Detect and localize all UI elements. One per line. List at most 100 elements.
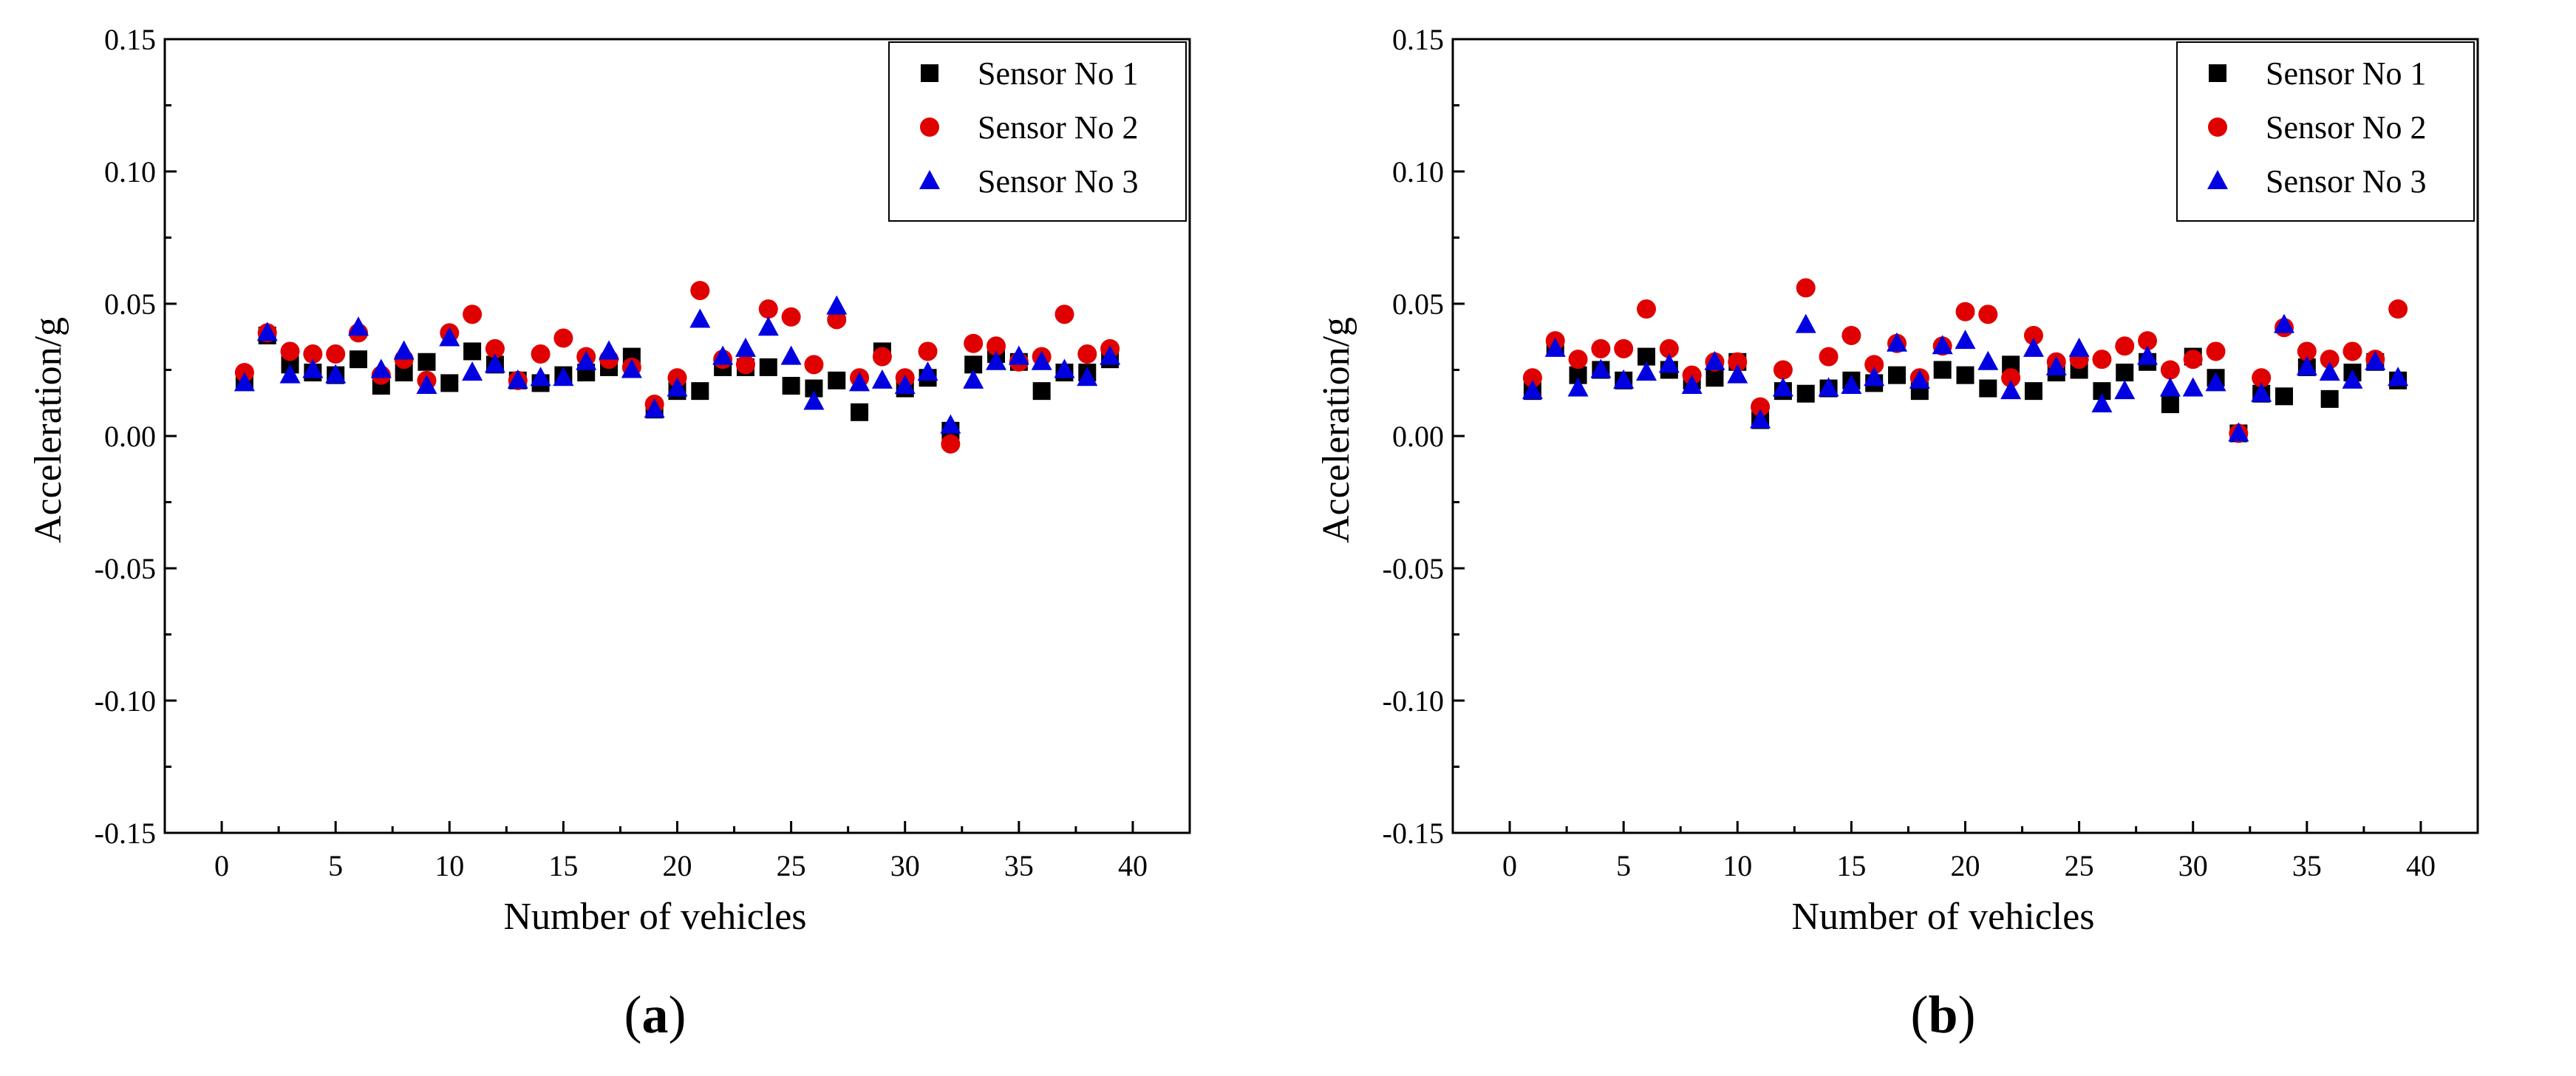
chart-b-series-2-point (2206, 341, 2226, 361)
chart-a-series-2-point (485, 338, 505, 358)
chart-a-legend-marker-1 (921, 64, 938, 82)
chart-b-series-2-point (2342, 341, 2362, 361)
chart-a-series-2-point (781, 307, 801, 327)
chart-a-series-2-point (1054, 304, 1074, 324)
chart-b-x-tick-label: 40 (2406, 849, 2436, 882)
chart-a-series-3-point (370, 358, 392, 378)
chart-a-series-1-point (851, 403, 869, 421)
chart-a-series-2-point (918, 341, 938, 361)
chart-b-series-1-point (2275, 387, 2294, 406)
chart-b-series-3-point (2296, 355, 2317, 375)
chart-a-panel-label-open: ( (624, 985, 642, 1044)
chart-panel-a: 0 5 10 15 20 25 30 35 40 -0.15 -0.10 -0.05 0.00 0.05 0… (27, 23, 1191, 1044)
chart-a-series-1-point (463, 342, 482, 361)
chart-b-series-2-point (1796, 278, 1816, 298)
chart-b-series-3-point (1658, 353, 1680, 373)
chart-b-panel-label-open: ( (1910, 985, 1928, 1044)
chart-b-x-tick-label: 10 (1723, 849, 1752, 882)
chart-a-series-1-point (395, 364, 413, 382)
chart-b-series-2-point (2092, 350, 2112, 370)
chart-b-y-tick-label: 0.10 (1392, 155, 1444, 188)
chart-b-series-3-point (1704, 350, 1725, 370)
chart-a-x-tick-label: 0 (214, 849, 229, 882)
chart-a-series-3-point (871, 369, 893, 389)
chart-a-series-3-point (621, 358, 642, 378)
chart-b-series-3-point (2137, 345, 2158, 365)
chart-a-series-1-point (440, 374, 459, 392)
chart-b-series-2-point (2183, 350, 2203, 370)
chart-a-series-2-point (326, 344, 346, 364)
chart-a-y-tick-label: 0.05 (104, 287, 156, 321)
chart-b-y-tick-label: -0.15 (1383, 817, 1444, 850)
chart-b-series-1-point (2024, 382, 2042, 401)
chart-b-series-3-point (1613, 369, 1635, 389)
chart-a-x-tick-label: 35 (1004, 849, 1034, 882)
chart-b-series-3-point (2388, 367, 2409, 387)
chart-a-series-2 (234, 281, 1120, 454)
chart-b-series-2-point (2115, 336, 2135, 356)
chart-b-y-tick-label: 0.15 (1392, 23, 1444, 56)
chart-b-series-3-point (1522, 380, 1543, 400)
chart-panel-b: 0 5 10 15 20 25 30 35 40 -0.15 -0.10 -0.05 0.00 0.05 0… (1288, 0, 2576, 1076)
chart-a-series-3-point (599, 340, 620, 360)
chart-b-series-1-point (2161, 395, 2179, 414)
chart-a-x-tick-label: 15 (548, 849, 578, 882)
chart-b-x-tick-label: 25 (2065, 849, 2094, 882)
chart-a-legend-marker-2 (920, 118, 939, 137)
chart-b-series-2-point (2252, 368, 2272, 388)
chart-a-series-3-point (986, 350, 1007, 370)
chart-b-legend-marker-1 (2209, 64, 2226, 82)
chart-b-legend-marker-3 (2207, 170, 2228, 189)
chart-b-series-3-point (1977, 350, 1999, 370)
chart-a-series-3-point (576, 350, 597, 370)
chart-b-series-2-point (1841, 325, 1861, 345)
chart-a-series-3-point (234, 372, 255, 392)
chart-b-series-3-point (1841, 374, 1862, 394)
chart-a-series-2-point (758, 299, 778, 319)
chart-a-svg: 0 5 10 15 20 25 30 35 40 -0.15 -0.10 -0.05 0.00 0.05 0… (27, 23, 1191, 1044)
chart-a-series-3-point (1054, 358, 1075, 378)
chart-b-series-3-point (2000, 380, 2022, 400)
chart-b-series-3-point (1932, 335, 1953, 355)
chart-b-series-3-point (2159, 377, 2181, 397)
chart-a-series-3-point (712, 345, 734, 365)
chart-a-series-1-point (759, 358, 777, 376)
chart-a-series-3-point (894, 374, 916, 394)
chart-b-series-3-point (2319, 361, 2340, 381)
chart-b-series-3-point (2114, 380, 2136, 400)
chart-a-series-3-point (803, 390, 825, 410)
chart-b-legend-label-1: Sensor No 1 (2266, 55, 2427, 92)
chart-b-series-2-point (2023, 325, 2043, 345)
chart-a-series-3-point (689, 308, 711, 328)
chart-a-series-3-point (553, 367, 574, 387)
chart-a-series-3-point (393, 340, 415, 360)
chart-b-panel-label-close: ) (1958, 985, 1976, 1044)
chart-a-x-tick-label: 5 (328, 849, 343, 882)
chart-b-series-2-point (2320, 350, 2340, 370)
chart-b-x-tick-label: 0 (1502, 849, 1517, 882)
chart-a-x-tick-label: 20 (663, 849, 692, 882)
chart-a-y-tick-label: -0.15 (95, 817, 156, 850)
chart-a-series-3-point (279, 364, 301, 384)
chart-a-series-1-point (1032, 382, 1051, 401)
chart-a-series-2-point (531, 344, 551, 364)
chart-a-series-3-point (530, 367, 551, 387)
chart-b-series-2-point (1978, 304, 1998, 324)
chart-b-series-3-point (2045, 355, 2067, 375)
chart-a-series-3-point (667, 377, 688, 397)
chart-b-series-3-point (1887, 332, 1908, 352)
chart-b-x-tick-label: 30 (2178, 849, 2208, 882)
chart-b-series-2-point (2138, 331, 2158, 351)
chart-a-legend-label-3: Sensor No 3 (978, 163, 1139, 200)
chart-a-series-1-point (418, 353, 436, 371)
chart-b-series-2-point (2388, 299, 2408, 319)
chart-b-series-2-point (1751, 397, 1771, 417)
chart-a-legend-box (888, 41, 1187, 222)
chart-b-series-3-point (1795, 313, 1816, 333)
chart-b-x-tick-label: 20 (1951, 849, 1980, 882)
chart-b-series-2-point (1568, 350, 1588, 370)
chart-b-series-3-point (2023, 337, 2044, 357)
chart-b-series-3-point (2091, 393, 2113, 413)
chart-a-y-axis-title: Acceleration/g (27, 317, 69, 543)
chart-a-panel-label: (a) (624, 985, 686, 1044)
